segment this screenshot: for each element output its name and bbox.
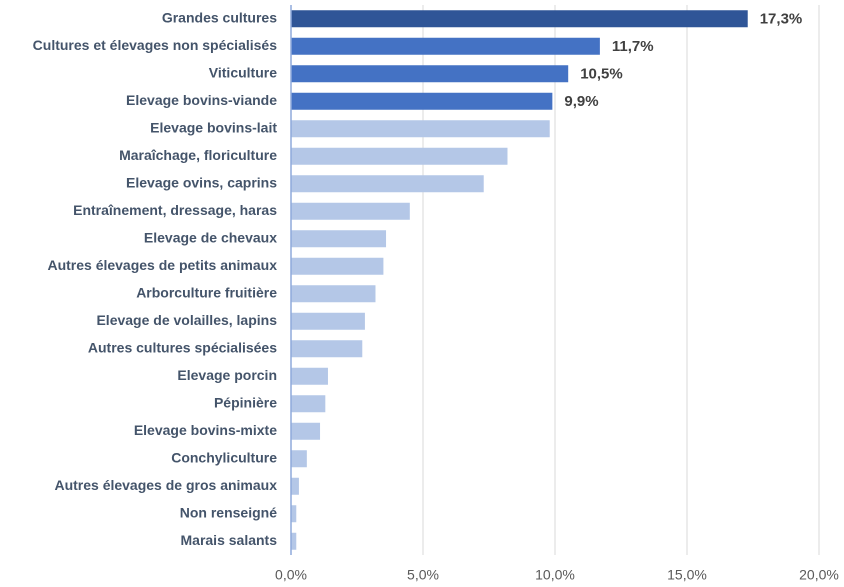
category-label: Arborculture fruitière bbox=[136, 284, 277, 300]
value-label: 11,7% bbox=[612, 38, 654, 55]
bar bbox=[291, 395, 326, 413]
bar bbox=[291, 532, 297, 550]
category-label: Autres élevages de gros animaux bbox=[54, 477, 277, 493]
x-tick-label: 5,0% bbox=[407, 567, 439, 583]
category-label: Elevage de chevaux bbox=[144, 229, 277, 245]
bar bbox=[291, 147, 508, 165]
bar bbox=[291, 202, 410, 220]
category-label: Entraînement, dressage, haras bbox=[73, 202, 277, 218]
value-label: 9,9% bbox=[564, 93, 598, 110]
bar bbox=[291, 257, 384, 275]
bar bbox=[291, 312, 365, 330]
bar bbox=[291, 505, 297, 523]
category-label: Elevage bovins-mixte bbox=[134, 422, 277, 438]
category-label: Pépinière bbox=[214, 394, 277, 410]
bar bbox=[291, 175, 484, 193]
category-label: Non renseigné bbox=[180, 504, 277, 520]
category-label: Elevage bovins-lait bbox=[150, 119, 277, 135]
bar bbox=[291, 450, 307, 468]
bar bbox=[291, 340, 363, 358]
x-tick-label: 20,0% bbox=[799, 567, 839, 583]
category-label: Autres cultures spécialisées bbox=[88, 339, 277, 355]
bar bbox=[291, 285, 376, 303]
bar bbox=[291, 422, 321, 440]
value-label: 17,3% bbox=[760, 11, 803, 28]
bar bbox=[291, 120, 550, 138]
bar bbox=[291, 65, 569, 83]
category-label: Marais salants bbox=[181, 532, 278, 548]
bar bbox=[291, 367, 328, 385]
category-label: Elevage bovins-viande bbox=[126, 92, 277, 108]
bar bbox=[291, 230, 387, 248]
bar bbox=[291, 10, 748, 28]
category-label: Elevage ovins, caprins bbox=[126, 174, 277, 190]
category-label: Conchyliculture bbox=[171, 449, 277, 465]
category-label: Elevage de volailles, lapins bbox=[96, 312, 277, 328]
category-label: Cultures et élevages non spécialisés bbox=[33, 37, 278, 53]
category-label: Viticulture bbox=[209, 64, 277, 80]
category-label: Elevage porcin bbox=[177, 367, 277, 383]
category-label: Autres élevages de petits animaux bbox=[47, 257, 277, 273]
category-label: Grandes cultures bbox=[162, 9, 277, 25]
x-tick-label: 15,0% bbox=[667, 567, 707, 583]
x-tick-label: 10,0% bbox=[535, 567, 575, 583]
value-label: 10,5% bbox=[580, 66, 623, 83]
bar bbox=[291, 37, 600, 55]
category-label: Maraîchage, floriculture bbox=[119, 147, 277, 163]
x-tick-label: 0,0% bbox=[275, 567, 307, 583]
bar bbox=[291, 92, 553, 110]
bar bbox=[291, 477, 299, 495]
